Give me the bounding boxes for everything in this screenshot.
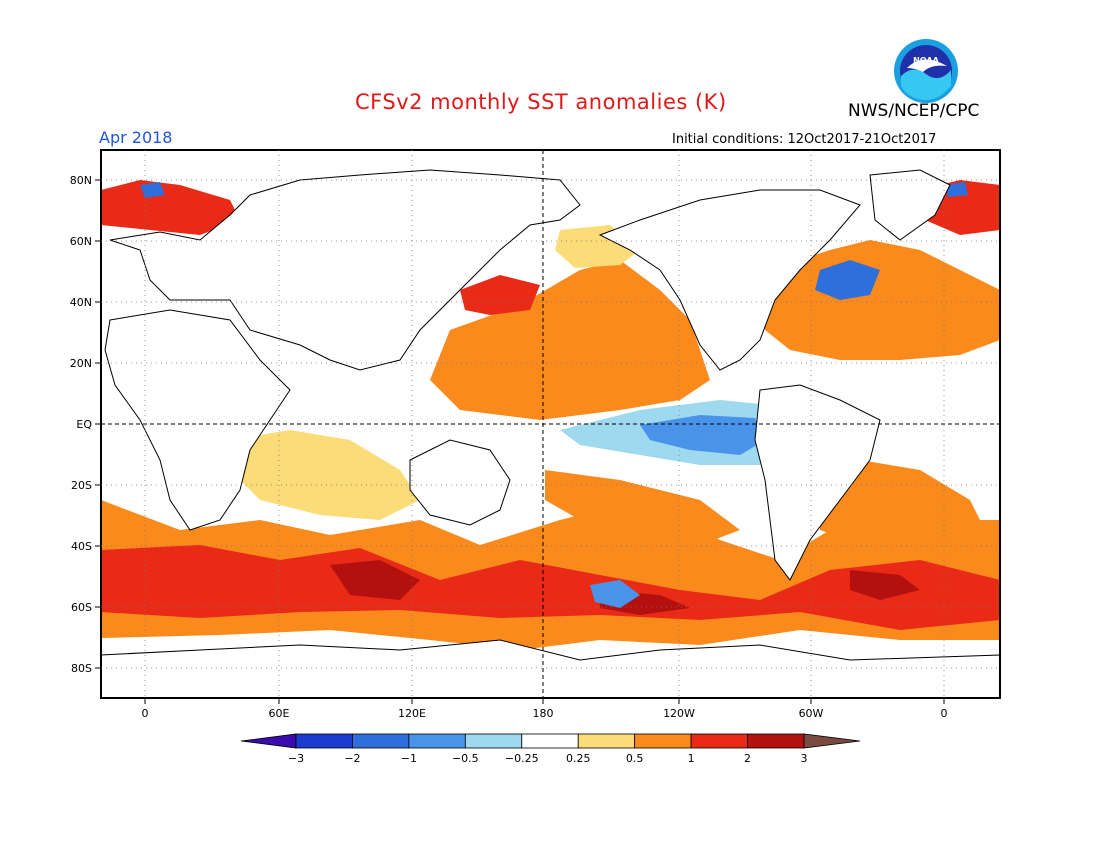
- colorbar-tick-label: 2: [744, 752, 751, 765]
- longitude-labels: 0 60E 120E 180 120W 60W 0: [142, 707, 948, 720]
- lon-tick-label: 180: [533, 707, 554, 720]
- lat-tick-label: EQ: [76, 418, 92, 431]
- lat-tick-label: 60S: [71, 601, 92, 614]
- graticule: [95, 150, 1000, 704]
- noaa-logo-text: NOAA: [913, 56, 939, 65]
- lon-tick-label: 120W: [663, 707, 695, 720]
- equatorial-pacific-cool-core: [640, 415, 765, 455]
- colorbar-tick-label: −0.5: [452, 752, 479, 765]
- lon-tick-label: 120E: [398, 707, 426, 720]
- colorbar-swatch: [747, 733, 805, 749]
- lon-tick-label: 60W: [799, 707, 824, 720]
- colorbar-swatch: [634, 733, 692, 749]
- lat-tick-label: 40N: [70, 296, 92, 309]
- continents: [101, 169, 1000, 698]
- colorbar-tick-label: −1: [401, 752, 417, 765]
- colorbar-tick-label: −0.25: [505, 752, 539, 765]
- kuroshio-strong-warm: [460, 275, 540, 315]
- latitude-labels: 80N 60N 40N 20N EQ 20S 40S 60S 80S: [70, 174, 93, 675]
- south-america-landmass: [754, 384, 881, 581]
- colorbar-swatch: [577, 733, 636, 749]
- lon-tick-label: 0: [142, 707, 149, 720]
- eurasia-landmass: [109, 169, 581, 371]
- colorbar-tick-label: −2: [344, 752, 360, 765]
- lat-tick-label: 80S: [71, 662, 92, 675]
- colorbar-swatch: [408, 733, 466, 749]
- antarctica-landmass: [101, 639, 1000, 698]
- arctic-atlantic-warm: [101, 180, 1000, 235]
- colorbar-low-arrow: [240, 733, 297, 749]
- colorbar-tick-label: 0.25: [566, 752, 591, 765]
- indian-ocean-warm: [230, 430, 420, 520]
- colorbar-tick-label: 0.5: [626, 752, 644, 765]
- lon-tick-label: 0: [941, 707, 948, 720]
- south-pacific-warm: [545, 470, 740, 545]
- colorbar-swatch: [690, 733, 748, 749]
- north-america-landmass: [598, 189, 861, 371]
- chart-title: CFSv2 monthly SST anomalies (K): [355, 90, 727, 114]
- colorbar-tick-label: 1: [688, 752, 695, 765]
- lat-tick-label: 20N: [70, 357, 92, 370]
- southern-ocean-strong-band: [101, 545, 1000, 630]
- colorbar-tick-label: 3: [801, 752, 808, 765]
- noaa-logo: NOAA: [894, 39, 958, 103]
- africa-landmass: [104, 309, 291, 531]
- colorbar-high-arrow: [803, 733, 861, 749]
- lat-tick-label: 80N: [70, 174, 92, 187]
- colorbar-swatch: [295, 733, 353, 749]
- south-pacific-cool-spot: [590, 580, 640, 608]
- colorbar-swatch: [464, 733, 523, 749]
- greenland-landmass: [869, 169, 951, 241]
- initial-conditions: Initial conditions: 12Oct2017-21Oct2017: [672, 132, 937, 147]
- colorbar: −3 −2 −1 −0.5 −0.25 0.25 0.5 1 2 3: [240, 733, 861, 765]
- north-pacific-warm: [430, 260, 710, 420]
- colorbar-swatch: [521, 733, 579, 749]
- south-atlantic-warm: [810, 460, 990, 555]
- australia-landmass: [409, 439, 511, 526]
- colorbar-tick-label: −3: [288, 752, 304, 765]
- colorbar-swatch: [352, 733, 410, 749]
- lat-tick-label: 40S: [71, 540, 92, 553]
- north-atlantic-cool: [815, 260, 880, 300]
- lat-tick-label: 60N: [70, 235, 92, 248]
- lat-tick-label: 20S: [71, 479, 92, 492]
- agency-label: NWS/NCEP/CPC: [848, 101, 980, 121]
- lon-tick-label: 60E: [269, 707, 290, 720]
- valid-month: Apr 2018: [99, 128, 173, 147]
- anomaly-field: [101, 180, 1000, 650]
